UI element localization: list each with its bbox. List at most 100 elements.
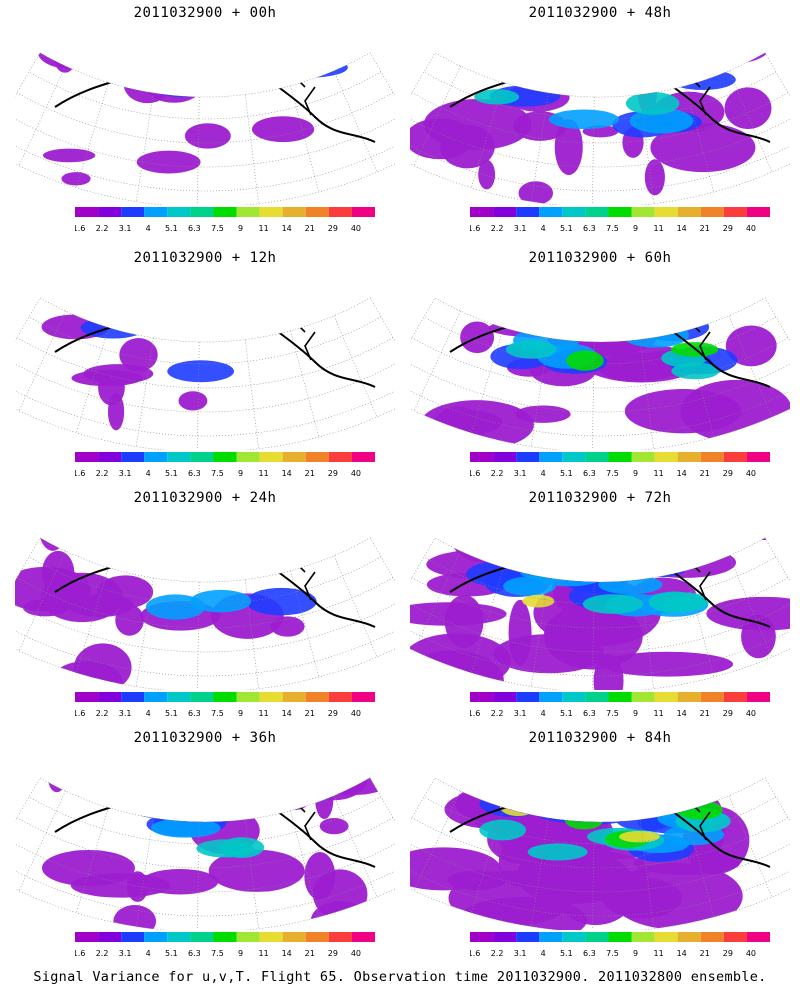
colorbar-label: 21 — [305, 949, 315, 958]
colorbar-label: 2.2 — [491, 224, 504, 233]
variance-region — [42, 148, 96, 163]
map-plot — [410, 52, 790, 205]
variance-region — [15, 566, 91, 612]
colorbar-swatch — [282, 452, 306, 462]
colorbar-swatch — [677, 692, 701, 702]
colorbar-label: 9 — [238, 224, 243, 233]
map-panel: 2011032900 + 12h 1.6 2.2 3.1 4 5.1 6.3 7.5 9 11 14… — [15, 250, 395, 485]
colorbar-label: 4 — [146, 949, 151, 958]
colorbar-swatch — [585, 692, 609, 702]
variance-region — [566, 350, 604, 371]
colorbar-swatch — [144, 452, 168, 462]
colorbar-label: 3.1 — [514, 709, 527, 718]
colorbar-label: 5.1 — [165, 709, 178, 718]
map-plot — [15, 52, 395, 205]
variance-region — [522, 594, 555, 608]
colorbar-swatch — [144, 692, 168, 702]
variance-region — [598, 575, 663, 595]
colorbar-label: 6.3 — [583, 709, 596, 718]
colorbar-label: 3.1 — [514, 949, 527, 958]
variance-region — [499, 798, 537, 817]
variance-region — [695, 777, 718, 793]
variance-region — [633, 547, 737, 578]
colorbar-label: 1.6 — [75, 224, 85, 233]
colorbar-label: 7.5 — [606, 224, 619, 233]
colorbar-swatch — [98, 932, 122, 942]
variance-region — [532, 795, 609, 823]
variance-region — [442, 297, 522, 308]
colorbar-swatch — [700, 692, 724, 702]
variance-region — [571, 544, 637, 570]
colorbar-label: 11 — [259, 709, 269, 718]
colorbar-label: 6.3 — [583, 224, 596, 233]
colorbar-label: 2.2 — [96, 469, 109, 478]
colorbar-swatch — [700, 932, 724, 942]
colorbar-label: 5.1 — [165, 469, 178, 478]
colorbar-label: 29 — [723, 469, 733, 478]
colorbar-swatch — [746, 692, 770, 702]
colorbar-swatch — [75, 692, 99, 702]
colorbar-swatch — [608, 207, 632, 217]
colorbar-swatch — [351, 207, 375, 217]
variance-region — [605, 58, 671, 81]
colorbar-label: 4 — [146, 224, 151, 233]
map-panel: 2011032900 + 00h 1.6 2.2 3.1 4 5.1 6.3 7.5 9 11 14… — [15, 5, 395, 240]
colorbar-label: 6.3 — [188, 949, 201, 958]
variance-region — [497, 311, 558, 331]
colorbar-label: 40 — [746, 224, 756, 233]
colorbar-label: 5.1 — [560, 224, 573, 233]
variance-region — [270, 57, 348, 78]
colorbar-label: 7.5 — [606, 949, 619, 958]
variance-region — [577, 547, 633, 566]
variance-region — [123, 65, 172, 104]
variance-region — [554, 856, 637, 926]
colorbar-label: 21 — [700, 469, 710, 478]
colorbar: 1.6 2.2 3.1 4 5.1 6.3 7.5 9 11 14 21 29 40 — [470, 207, 770, 233]
variance-region — [543, 780, 609, 808]
colorbar-label: 2.2 — [96, 949, 109, 958]
colorbar-swatch — [213, 692, 237, 702]
map-panel: 2011032900 + 72h 1.6 2.2 3.1 4 5.1 6.3 7.5 9 11 14… — [410, 490, 790, 725]
colorbar-swatch — [677, 207, 701, 217]
colorbar-label: 4 — [541, 469, 546, 478]
colorbar-swatch — [144, 932, 168, 942]
colorbar-swatch — [190, 207, 214, 217]
figure-caption: Signal Variance for u,v,T. Flight 65. Ob… — [33, 969, 767, 985]
variance-region — [676, 800, 723, 820]
colorbar-label: 3.1 — [119, 469, 132, 478]
colorbar-label: 1.6 — [75, 469, 85, 478]
colorbar-swatch — [236, 692, 260, 702]
colorbar-label: 11 — [654, 469, 664, 478]
colorbar-label: 14 — [677, 949, 687, 958]
colorbar-swatch — [677, 932, 701, 942]
colorbar-label: 5.1 — [560, 949, 573, 958]
colorbar-label: 6.3 — [188, 709, 201, 718]
map-panel: 2011032900 + 48h 1.6 2.2 3.1 4 5.1 6.3 7.5 9 11 14… — [410, 5, 790, 240]
colorbar-swatch — [282, 207, 306, 217]
colorbar-swatch — [328, 692, 352, 702]
variance-region — [126, 791, 199, 819]
colorbar-label: 4 — [541, 709, 546, 718]
colorbar-label: 40 — [351, 224, 361, 233]
colorbar-swatch — [98, 452, 122, 462]
variance-region — [423, 98, 532, 150]
variance-region — [628, 553, 658, 566]
map-panel: 2011032900 + 36h 1.6 2.2 3.1 4 5.1 6.3 7.5 9 11 14… — [15, 730, 395, 965]
colorbar-label: 11 — [654, 224, 664, 233]
colorbar-label: 7.5 — [606, 709, 619, 718]
colorbar-swatch — [144, 207, 168, 217]
variance-region — [197, 787, 261, 813]
variance-region — [274, 297, 319, 313]
variance-region — [80, 317, 146, 339]
colorbar-label: 40 — [351, 949, 361, 958]
variance-region — [594, 310, 658, 335]
panel-title: 2011032900 + 72h — [528, 490, 672, 506]
colorbar-label: 4 — [146, 709, 151, 718]
colorbar-label: 29 — [328, 469, 338, 478]
colorbar-swatch — [190, 932, 214, 942]
variance-region — [184, 123, 231, 149]
variance-region — [136, 150, 201, 174]
colorbar-swatch — [121, 452, 145, 462]
colorbar: 1.6 2.2 3.1 4 5.1 6.3 7.5 9 11 14 21 29 40 — [470, 692, 770, 718]
colorbar-swatch — [236, 207, 260, 217]
